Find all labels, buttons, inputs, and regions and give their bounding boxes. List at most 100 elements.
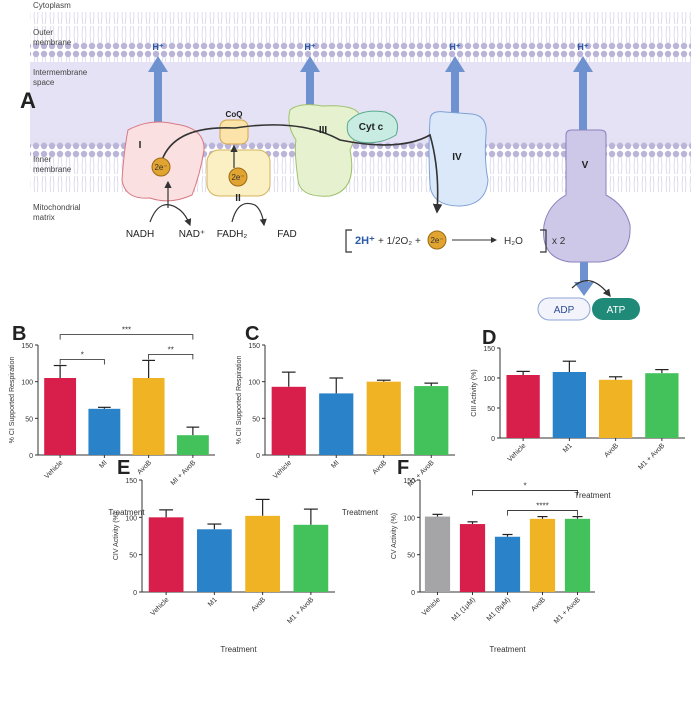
x-axis-label: Treatment (574, 491, 611, 500)
y-tick-label: 0 (491, 436, 495, 443)
y-axis-label: % CII Supported Respiration (236, 356, 243, 445)
x-tick-label: M1 + AvoB (637, 442, 666, 471)
significance-label: * (81, 351, 84, 360)
y-axis-label: % CI Supported Respiration (9, 357, 16, 444)
significance-label: ** (168, 345, 174, 354)
significance-bracket (507, 510, 578, 516)
cyt-c (346, 110, 399, 144)
bar (506, 375, 540, 438)
y-tick-label: 50 (407, 553, 415, 560)
equation-water: H₂O (504, 236, 523, 247)
adp: ADP (554, 305, 575, 316)
panel-label: B (12, 323, 26, 345)
atp: ATP (607, 305, 626, 316)
electron: 2e⁻ (231, 173, 244, 182)
equation-protons: 2H⁺ (355, 235, 375, 247)
x-tick-label: AvoB (603, 442, 620, 459)
y-tick-label: 150 (403, 478, 415, 485)
panel-label: D (482, 327, 496, 349)
bar (414, 386, 449, 455)
region-label: Inner (33, 155, 52, 164)
cytc-label: Cyt c (359, 122, 384, 133)
panel-label: C (245, 323, 259, 345)
substrate: FADH₂ (217, 229, 248, 240)
y-tick-label: 150 (21, 343, 33, 350)
electron-path (161, 124, 443, 214)
charts: B 0 50 100 150 % CI Supported Respiration Trea… (9, 323, 685, 654)
y-tick-label: 0 (29, 453, 33, 460)
diagram: A Cytoplasm Outer membrane Intermembrane… (20, 1, 691, 321)
complex-label: V (582, 160, 589, 171)
y-tick-label: 100 (248, 380, 260, 387)
x-axis-label: Treatment (108, 508, 145, 517)
x-axis-label: Treatment (489, 645, 526, 654)
y-tick-label: 50 (129, 553, 137, 560)
bar (459, 524, 486, 592)
panel-label: F (397, 457, 409, 479)
adp-pill (537, 297, 591, 321)
region-label: membrane (33, 165, 72, 174)
x-axis-label: Treatment (342, 508, 379, 517)
y-tick-label: 0 (256, 453, 260, 460)
significance-bracket (472, 490, 578, 496)
bar (645, 373, 679, 438)
bar-chart: E 0 50 100 150 CIV Activity (%) Treatment Vehic… (113, 457, 335, 654)
bar (598, 379, 633, 438)
region-label: membrane (33, 38, 72, 47)
y-tick-label: 100 (125, 515, 137, 522)
significance-bracket (59, 359, 105, 365)
y-tick-label: 150 (483, 346, 495, 353)
x-tick-label: M1 (562, 442, 574, 454)
bar (132, 378, 165, 455)
y-tick-label: 0 (411, 590, 415, 597)
bar (44, 378, 77, 455)
bar (552, 372, 587, 438)
y-axis-label: CIV Activity (%) (113, 512, 120, 560)
equation-oxygen: + 1/2O₂ + (378, 236, 421, 247)
significance-label: **** (536, 502, 548, 511)
x-tick-label: M1 (8μM) (486, 596, 512, 622)
y-tick-label: 50 (252, 416, 260, 423)
x-tick-label: Vehicle (507, 442, 528, 463)
x-tick-label: AvoB (530, 596, 547, 613)
x-tick-label: MI (98, 459, 108, 469)
bar (293, 524, 329, 592)
y-tick-label: 100 (21, 380, 33, 387)
bar (319, 393, 354, 455)
y-tick-label: 50 (25, 416, 33, 423)
bar-chart: F 0 50 100 150 CV Activity (%) Treatment Vehicl… (391, 457, 595, 654)
y-tick-label: 0 (133, 590, 137, 597)
coq (219, 119, 249, 145)
complex-v (543, 129, 631, 263)
x-tick-label: AvoB (136, 459, 153, 476)
x-tick-label: Vehicle (421, 596, 442, 617)
atp-arrow (574, 262, 594, 296)
x-tick-label: Vehicle (150, 596, 171, 617)
bar (494, 536, 521, 592)
x-tick-label: Vehicle (44, 459, 65, 480)
substrate: FAD (277, 229, 296, 240)
region-label: space (33, 78, 55, 87)
atp-curve (571, 280, 611, 298)
x-tick-label: M1 (207, 596, 219, 608)
y-axis-label: CIII Activity (%) (471, 369, 478, 416)
region-label: Mitochondrial (33, 203, 81, 212)
coq-label: CoQ (226, 110, 243, 119)
significance-bracket (148, 354, 194, 360)
panel-label: E (117, 457, 130, 479)
bracket (345, 229, 547, 253)
y-tick-label: 50 (487, 406, 495, 413)
bar-chart: C 0 50 100 150 % CII Supported Respiration Tre… (236, 323, 455, 517)
x-tick-label: AvoB (250, 596, 267, 613)
panel-label: A (20, 88, 36, 113)
bar (245, 515, 280, 592)
x-tick-label: M1 (1μM) (451, 596, 477, 622)
complex-label: IV (452, 152, 462, 163)
complex-label: II (235, 193, 241, 204)
x-axis-label: Treatment (220, 645, 257, 654)
x-tick-label: MI + AvoB (170, 459, 198, 487)
electron: 2e⁻ (430, 236, 443, 245)
bar (529, 518, 556, 592)
x-tick-label: Vehicle (272, 459, 293, 480)
